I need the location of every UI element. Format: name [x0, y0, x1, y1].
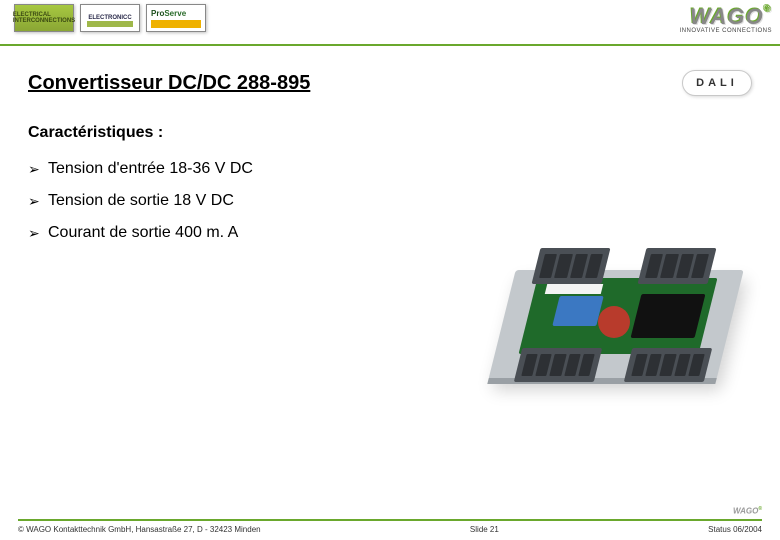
capacitor-red-icon	[598, 306, 630, 338]
footer-row: © WAGO Kontakttechnik GmbH, Hansastraße …	[18, 525, 762, 534]
wago-logo: WAGO®	[690, 4, 772, 30]
dali-badge: DALI	[682, 70, 752, 96]
slide-footer: © WAGO Kontakttechnik GmbH, Hansastraße …	[0, 519, 780, 534]
list-item: ➢ Tension d'entrée 18-36 V DC	[28, 160, 752, 178]
slide-body: Convertisseur DC/DC 288-895 DALI Caracté…	[0, 46, 780, 242]
characteristics-heading: Caractéristiques :	[28, 124, 752, 142]
footer-copyright: © WAGO Kontakttechnik GmbH, Hansastraße …	[18, 525, 261, 534]
footer-status: Status 06/2004	[708, 525, 762, 534]
terminal-block-icon	[532, 248, 611, 284]
brand-logo-2: ELECTRONICC	[80, 4, 140, 32]
footer-slide-number: Slide 21	[470, 525, 499, 534]
brand-logo-3: ProServe	[146, 4, 206, 32]
brand-logo-1-label: ELECTRICAL INTERCONNECTIONS	[13, 12, 75, 24]
terminal-block-icon	[624, 348, 712, 382]
product-label-strip	[545, 284, 603, 294]
list-item-label: Courant de sortie 400 m. A	[48, 224, 238, 242]
wago-tagline: INNOVATIVE CONNECTIONS	[680, 28, 772, 34]
capacitor-blue-icon	[552, 296, 603, 326]
title-row: Convertisseur DC/DC 288-895 DALI	[28, 70, 752, 96]
list-item-label: Tension de sortie 18 V DC	[48, 192, 234, 210]
brand-logo-3-bar	[151, 20, 201, 28]
footer-divider	[18, 519, 762, 521]
terminal-block-icon	[514, 348, 602, 382]
mini-wago-logo: WAGO®	[733, 506, 762, 516]
registered-icon: ®	[764, 4, 772, 15]
bullet-icon: ➢	[28, 193, 48, 210]
slide-header: ELECTRICAL INTERCONNECTIONS ELECTRONICC …	[0, 0, 780, 44]
brand-logo-2-label: ELECTRONICC	[88, 15, 131, 21]
product-image	[486, 214, 746, 388]
terminal-block-icon	[638, 248, 717, 284]
list-item-label: Tension d'entrée 18-36 V DC	[48, 160, 253, 178]
bullet-icon: ➢	[28, 225, 48, 242]
brand-logo-1: ELECTRICAL INTERCONNECTIONS	[14, 4, 74, 32]
bullet-icon: ➢	[28, 161, 48, 178]
header-right: WAGO® INNOVATIVE CONNECTIONS	[680, 4, 772, 34]
brand-logo-3-top: ProServe	[151, 9, 186, 18]
page-title: Convertisseur DC/DC 288-895	[28, 72, 310, 95]
chip-icon	[631, 294, 706, 338]
brand-logo-2-stripe	[87, 21, 133, 27]
list-item: ➢ Tension de sortie 18 V DC	[28, 192, 752, 210]
